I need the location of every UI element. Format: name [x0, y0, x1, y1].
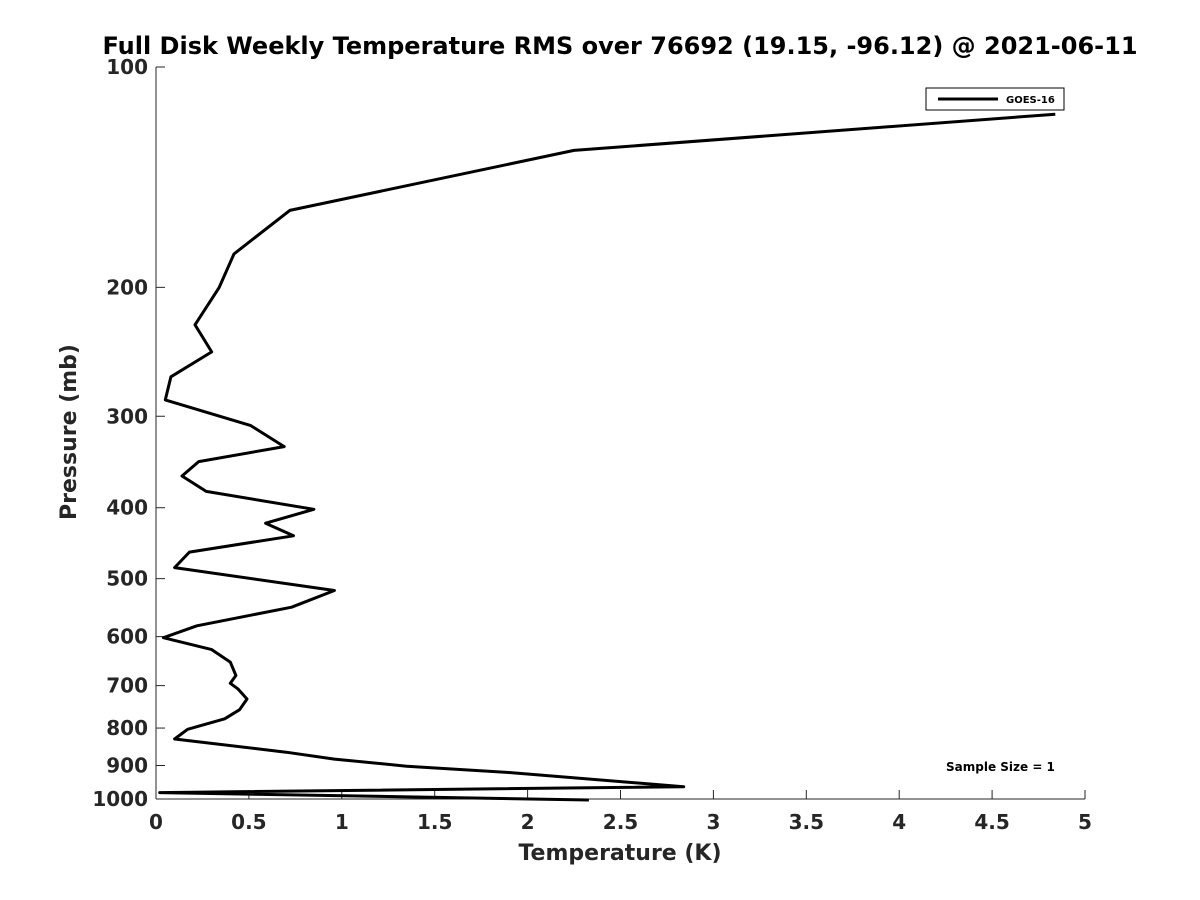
legend: GOES-16: [925, 87, 1065, 111]
y-tick-label: 600: [106, 625, 148, 649]
x-axis-ticks: 0 0.5 1 1.5 2 2.5 3 3.5 4 4.5 5: [149, 790, 1092, 834]
y-axis-label: Pressure (mb): [57, 344, 82, 520]
series-line: [158, 112, 1056, 802]
y-tick-label: 800: [106, 716, 148, 740]
x-tick-label: 2.5: [603, 810, 638, 834]
y-axis-ticks: 100 200 300 400 500 600 700 800 900 1000: [92, 55, 165, 811]
y-tick-label: 500: [106, 567, 148, 591]
x-tick-label: 2: [521, 810, 535, 834]
x-tick-label: 4.5: [974, 810, 1009, 834]
sample-size-annotation: Sample Size = 1: [946, 760, 1055, 774]
legend-label: GOES-16: [1006, 95, 1055, 106]
y-tick-label: 200: [106, 275, 148, 299]
x-tick-label: 4: [892, 810, 906, 834]
series-layer: [158, 112, 1056, 802]
x-axis-label: Temperature (K): [518, 841, 721, 866]
x-tick-label: 1.5: [417, 810, 452, 834]
y-tick-label: 400: [106, 496, 148, 520]
plot-axes: [155, 67, 1085, 800]
x-tick-label: 3: [706, 810, 720, 834]
x-tick-label: 0: [149, 810, 163, 834]
y-tick-label: 900: [106, 754, 148, 778]
y-tick-label: 100: [106, 55, 148, 79]
x-tick-label: 0.5: [231, 810, 266, 834]
x-tick-label: 3.5: [789, 810, 824, 834]
y-tick-label: 1000: [92, 787, 148, 811]
x-tick-label: 1: [335, 810, 349, 834]
chart-title: Full Disk Weekly Temperature RMS over 76…: [102, 32, 1137, 60]
y-tick-label: 700: [106, 674, 148, 698]
y-tick-label: 300: [106, 404, 148, 428]
x-tick-label: 5: [1078, 810, 1092, 834]
